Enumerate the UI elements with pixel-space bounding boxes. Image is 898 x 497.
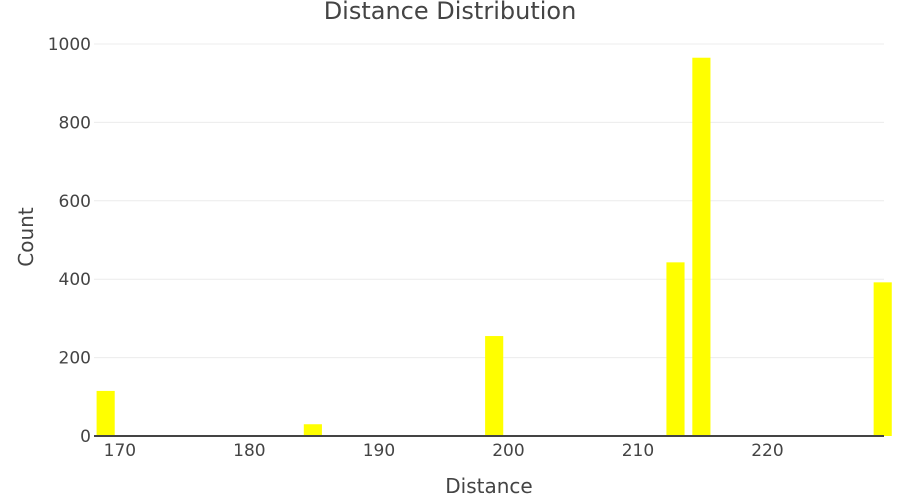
- x-tick-label: 200: [492, 441, 524, 461]
- x-tick-label: 190: [363, 441, 395, 461]
- bar[interactable]: [303, 424, 322, 436]
- bar[interactable]: [485, 336, 504, 436]
- bar[interactable]: [692, 57, 711, 436]
- x-axis-label: Distance: [445, 474, 532, 497]
- y-tick-label: 0: [80, 427, 91, 447]
- x-tick-label: 210: [622, 441, 654, 461]
- grid: [94, 43, 884, 359]
- y-tick-label: 800: [59, 113, 91, 133]
- y-tick-label: 400: [59, 270, 91, 290]
- x-tick-label: 220: [751, 441, 783, 461]
- x-tick-label: 180: [233, 441, 265, 461]
- bar[interactable]: [96, 390, 115, 436]
- bar[interactable]: [873, 282, 892, 436]
- bar[interactable]: [666, 262, 685, 436]
- chart-title: Distance Distribution: [324, 0, 577, 25]
- y-tick-label: 200: [59, 349, 91, 369]
- y-axis-ticks: 0 200 400 600 800 1000: [48, 35, 91, 447]
- bars: [96, 57, 892, 436]
- x-tick-label: 170: [104, 441, 136, 461]
- y-axis-label: Count: [14, 207, 38, 267]
- y-tick-label: 600: [59, 192, 91, 212]
- y-tick-label: 1000: [48, 35, 91, 55]
- x-axis-ticks: 170 180 190 200 210 220: [104, 441, 784, 461]
